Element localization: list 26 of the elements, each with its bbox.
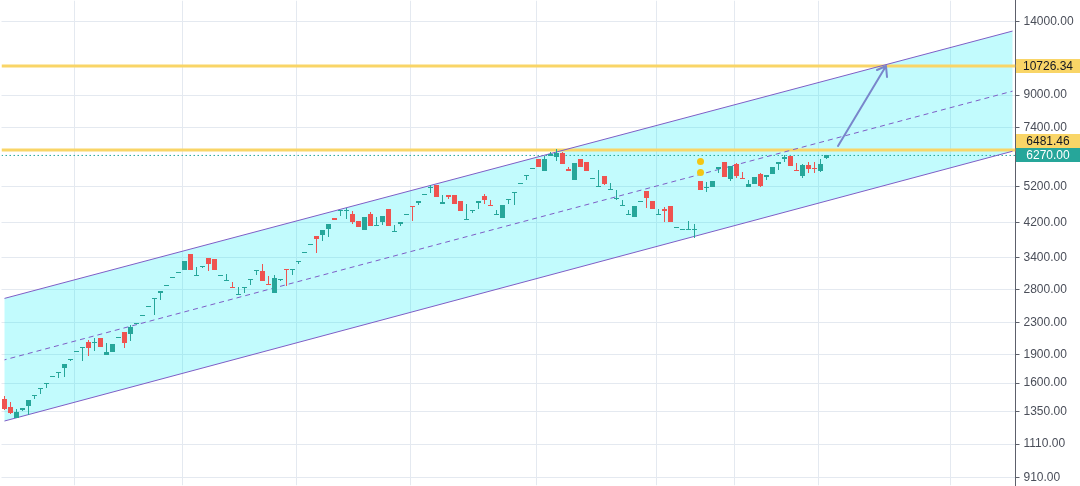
y-tick-label: 5200.00 bbox=[1023, 178, 1068, 193]
y-tick-label: 2300.00 bbox=[1023, 314, 1068, 329]
y-tick-label: 14000.00 bbox=[1023, 13, 1074, 28]
y-tick-label: 1600.00 bbox=[1023, 375, 1068, 390]
candlestick bbox=[596, 170, 601, 187]
y-tick-label: 1900.00 bbox=[1023, 346, 1068, 361]
candlestick bbox=[512, 192, 517, 205]
candlestick bbox=[614, 190, 619, 200]
y-tick-label: 2800.00 bbox=[1023, 282, 1068, 297]
y-tick-label: 4200.00 bbox=[1023, 214, 1068, 229]
candlestick bbox=[704, 182, 709, 192]
candlestick bbox=[410, 206, 415, 221]
y-tick-label: 1350.00 bbox=[1023, 403, 1068, 418]
ref-line-label: 10726.34 bbox=[1022, 58, 1074, 73]
ref-line-label: 6270.00 bbox=[1026, 148, 1071, 163]
y-tick-label: 1110.00 bbox=[1023, 436, 1066, 451]
y-tick-label: 7400.00 bbox=[1023, 120, 1068, 135]
candlestick bbox=[152, 298, 157, 315]
ref-line-label: 6481.46 bbox=[1026, 134, 1071, 149]
candlestick bbox=[284, 269, 289, 286]
candlestick bbox=[464, 204, 469, 220]
y-tick-label: 9000.00 bbox=[1023, 87, 1068, 102]
y-tick-label: 3400.00 bbox=[1023, 249, 1068, 264]
candlestick bbox=[80, 347, 85, 361]
y-tick-label: 910.00 bbox=[1023, 469, 1061, 484]
candlestick bbox=[92, 338, 97, 351]
